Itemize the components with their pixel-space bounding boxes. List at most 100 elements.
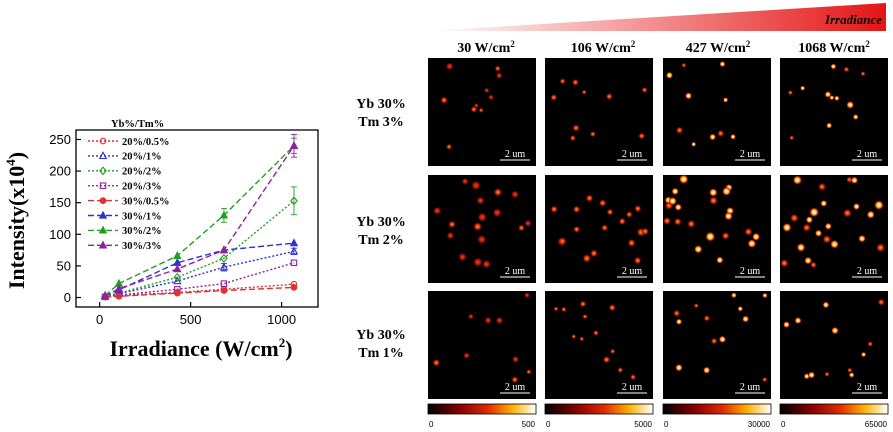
emission-spot	[708, 188, 718, 197]
emission-spot	[557, 236, 567, 246]
emission-spot	[495, 72, 503, 80]
emission-spot	[796, 242, 806, 252]
emission-spot	[572, 123, 581, 132]
emission-spot	[572, 205, 581, 214]
legend-marker	[99, 137, 107, 145]
scale-bar-label: 2 um	[622, 266, 643, 277]
irradiance-gradient-label: Irradiance	[824, 12, 882, 27]
x-axis-title: Irradiance (W/cm2)	[109, 335, 292, 361]
emission-spot	[598, 198, 607, 208]
emission-spot	[788, 135, 795, 141]
scale-bar-label: 2 um	[857, 149, 878, 160]
series-30%/3%	[100, 133, 299, 300]
emission-spot	[494, 65, 502, 72]
colorbar: 0 500	[427, 403, 537, 429]
legend-entry: 30%/3%	[88, 240, 162, 252]
svg-text:106 W/cm2: 106 W/cm2	[571, 39, 636, 56]
legend-marker	[98, 151, 108, 160]
data-point	[290, 196, 298, 206]
emission-spot	[710, 337, 718, 345]
legend-label: 20%/0.5%	[122, 137, 170, 148]
column-header: 30 W/cm2	[457, 39, 515, 56]
plot-frame	[75, 129, 319, 308]
colorbar-min-label: 0	[429, 420, 434, 429]
legend-label: 30%/1%	[122, 211, 162, 222]
emission-spot	[571, 333, 577, 340]
emission-spot	[476, 234, 487, 245]
y-tick-label: 250	[49, 132, 71, 147]
emission-spot	[737, 305, 744, 312]
colorbar-min-label: 0	[781, 420, 786, 429]
emission-spot	[477, 212, 488, 223]
data-point	[220, 287, 228, 294]
emission-spot	[671, 187, 680, 196]
image-panel: 2 um	[780, 291, 888, 399]
legend-entry: 20%/3%	[88, 182, 162, 193]
scale-bar-label: 2 um	[740, 382, 761, 393]
scale-bar-label: 2 um	[740, 149, 761, 160]
data-point	[173, 289, 181, 297]
emission-spot	[693, 302, 700, 309]
emission-spot	[432, 206, 442, 216]
emission-spot	[866, 210, 875, 219]
emission-spot	[751, 232, 761, 241]
emission-spot	[846, 100, 855, 109]
emission-spot	[708, 195, 719, 206]
colorbar-max-label: 500	[522, 420, 536, 429]
image-panel: 2 um	[545, 58, 653, 166]
emission-spot	[662, 216, 672, 226]
data-point	[173, 264, 182, 273]
column-header: 106 W/cm2	[571, 39, 636, 56]
emission-spot	[716, 129, 725, 138]
emission-spot	[446, 231, 455, 240]
emission-spot	[805, 216, 814, 224]
emission-spot	[858, 234, 866, 243]
legend-marker	[98, 210, 108, 219]
emission-spot	[569, 134, 577, 142]
emission-spot	[730, 292, 737, 299]
emission-spot	[470, 105, 478, 114]
emission-spot	[579, 336, 585, 342]
svg-text:1068 W/cm2: 1068 W/cm2	[798, 39, 870, 56]
emission-spot	[718, 335, 727, 344]
emission-spot	[850, 176, 859, 185]
emission-spot	[472, 257, 483, 268]
emission-spot	[693, 244, 703, 254]
emission-spot	[637, 132, 646, 140]
legend-entry: 20%/1%	[88, 151, 162, 163]
svg-text:Yb 30%: Yb 30%	[356, 215, 405, 230]
data-point	[289, 141, 299, 149]
emission-spot	[673, 217, 682, 226]
emission-spot	[787, 89, 794, 96]
scale-bar-label: 2 um	[622, 382, 643, 393]
data-point	[220, 280, 228, 287]
legend-marker	[98, 240, 108, 249]
row-label: Yb 30% Tm 2%	[356, 215, 405, 248]
emission-spot	[743, 227, 753, 237]
data-point	[289, 238, 299, 247]
emission-spot	[585, 193, 594, 203]
emission-spot	[445, 143, 453, 151]
scale-bar-label: 2 um	[740, 266, 761, 277]
emission-spot	[559, 77, 566, 85]
emission-spot	[665, 71, 674, 80]
emission-spot	[802, 223, 812, 233]
emission-spot	[641, 86, 648, 94]
data-point	[219, 245, 229, 254]
y-axis-title: Intensity(x104)	[3, 152, 29, 289]
emission-spot	[511, 355, 520, 363]
legend-label: 20%/3%	[122, 182, 162, 193]
emission-spot	[629, 373, 637, 381]
emission-spot	[589, 130, 597, 138]
emission-spot	[432, 358, 441, 367]
emission-spot	[633, 204, 642, 213]
legend-entry: 30%/1%	[88, 210, 162, 222]
emission-spot	[525, 368, 532, 375]
emission-spot	[627, 238, 637, 248]
emission-spot	[820, 199, 828, 208]
y-tick-label: 50	[57, 258, 71, 273]
image-panel: 2 um	[545, 175, 653, 283]
series-30%/0.5%	[101, 284, 298, 301]
emission-spot	[524, 219, 532, 227]
x-tick-label: 500	[180, 312, 202, 327]
